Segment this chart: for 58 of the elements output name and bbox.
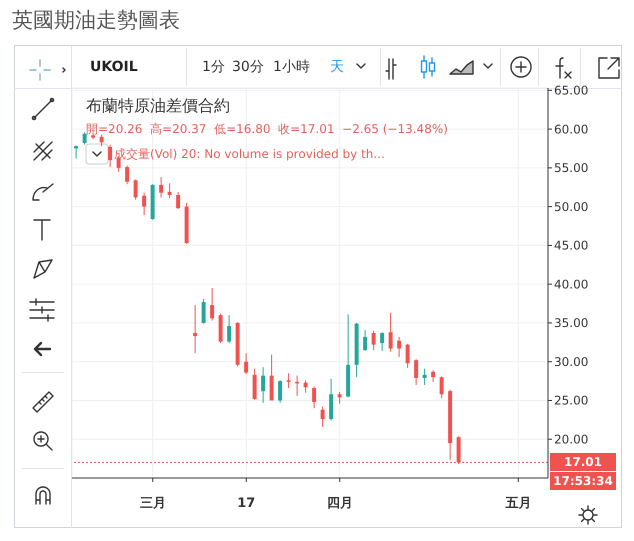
x-tick-label: 三月	[140, 496, 166, 512]
candlestick	[193, 304, 198, 354]
candlestick	[202, 298, 206, 324]
y-tick-label: 60.00	[554, 122, 588, 136]
y-tick-label: 55.00	[554, 161, 588, 176]
candlestick	[261, 366, 266, 404]
candlestick	[82, 132, 87, 146]
annotation: 開=20.26 高=20.37 低=16.80 收=17.01 −2.65 (−13.48%)	[86, 121, 448, 138]
candlestick	[363, 329, 368, 352]
x-tick-label: 五月	[504, 496, 532, 512]
candlestick	[227, 314, 232, 344]
y-tick-label: 45.00	[554, 238, 588, 253]
text: 17:53:34	[550, 472, 616, 490]
y-tick-label: 40.00	[554, 277, 588, 292]
annotation: 成交量(Vol) 20: No volume is provided by th...	[114, 146, 385, 163]
candlestick	[406, 343, 410, 368]
candlestick	[176, 191, 180, 210]
text: 天	[330, 58, 344, 76]
y-tick-label: 35.00	[554, 316, 588, 330]
candlestick	[168, 182, 172, 199]
candlestick	[244, 352, 248, 375]
candlestick	[397, 336, 402, 358]
x-tick-label: 四月	[326, 496, 353, 512]
candlestick	[338, 391, 342, 404]
candlestick	[134, 178, 138, 200]
candlestick	[414, 358, 418, 386]
x-tick-label: 17	[237, 496, 256, 512]
text: 布蘭特原油差價合約	[86, 96, 230, 117]
candlestick	[100, 134, 104, 147]
text: UKOIL	[90, 59, 138, 75]
candlestick	[304, 380, 308, 394]
y-tick-label: 50.00	[554, 200, 588, 214]
candlestick	[320, 406, 325, 428]
y-tick-label: 20.00	[554, 432, 588, 446]
candlestick	[159, 176, 164, 198]
candlestick	[388, 312, 393, 352]
candlestick	[312, 386, 316, 409]
chart-title: 英國期油走勢圖表	[12, 7, 180, 34]
candlestick	[440, 376, 444, 399]
text: 30分	[232, 58, 264, 76]
candlestick	[74, 144, 78, 160]
text: 1小時	[273, 58, 310, 76]
candlestick	[380, 332, 384, 352]
candlestick	[422, 368, 427, 386]
candlestick	[372, 330, 376, 351]
candlestick	[278, 380, 282, 404]
y-tick-label: 25.00	[554, 394, 588, 408]
ref-line-label: 17.01	[550, 453, 616, 472]
text: 1分	[202, 58, 225, 76]
candlestick	[295, 375, 300, 396]
y-tick-label: 65.00	[554, 84, 588, 98]
y-tick-label: 30.00	[554, 354, 588, 369]
candlestick	[286, 372, 291, 389]
candlestick	[108, 144, 112, 168]
candlestick	[431, 370, 436, 382]
candlestick	[125, 165, 130, 185]
candlestick	[142, 192, 146, 216]
candlestick	[210, 288, 214, 322]
